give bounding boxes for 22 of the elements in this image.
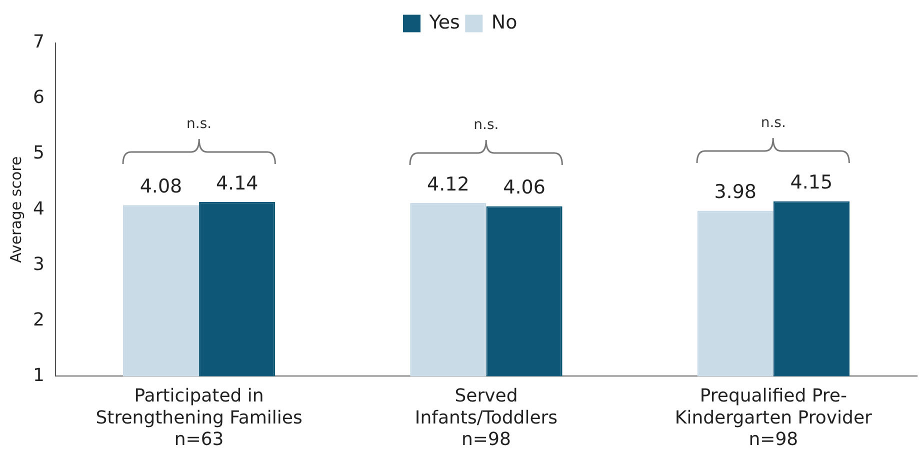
y-tick-label: 6 xyxy=(33,87,44,108)
y-axis-title: Average score xyxy=(6,156,25,263)
y-tick-label: 7 xyxy=(33,32,44,53)
data-label: 4.15 xyxy=(790,172,833,194)
y-tick-label: 5 xyxy=(33,142,44,164)
data-label: 4.08 xyxy=(140,176,182,198)
annotation: n.s. xyxy=(760,115,787,132)
data-label: 4.14 xyxy=(216,172,258,194)
data-label: 4.06 xyxy=(503,176,546,199)
data-label: 3.98 xyxy=(714,181,757,204)
x-tick-label: Participated in Strengthening Families n=63 xyxy=(96,386,302,450)
y-tick-label: 3 xyxy=(33,254,44,275)
legend-label: Yes xyxy=(428,11,460,34)
annotation: n.s. xyxy=(472,116,500,133)
y-tick-label: 1 xyxy=(33,364,44,386)
y-tick-label: 4 xyxy=(33,198,44,220)
data-label: 4.12 xyxy=(427,173,470,196)
x-tick-label: Served Infants/Toddlers n=98 xyxy=(414,386,558,450)
annotation: n.s. xyxy=(186,116,213,132)
legend-label: No xyxy=(491,11,518,34)
y-tick-label: 2 xyxy=(33,309,44,330)
x-tick-label: Prequalified Pre- Kindergarten Provider n=98 xyxy=(674,386,873,450)
